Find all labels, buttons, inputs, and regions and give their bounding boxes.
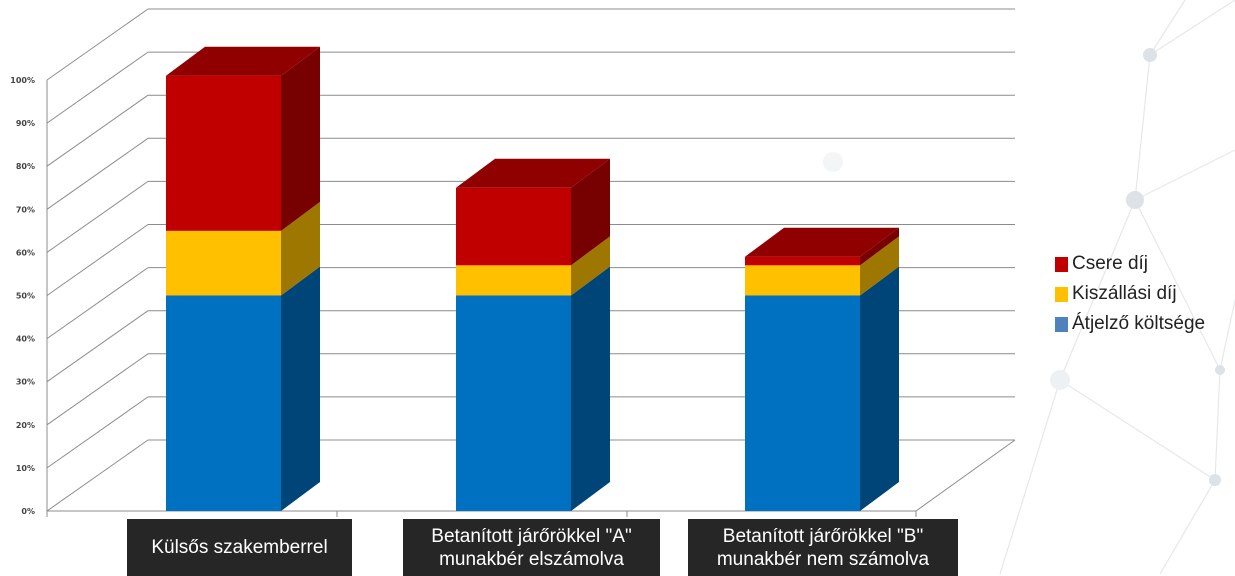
bar-segment-side: [281, 266, 320, 511]
side-wall-gridline: [46, 224, 149, 296]
side-wall-gridline: [46, 8, 149, 81]
side-wall-gridline: [46, 396, 149, 469]
legend-label-csere: Csere díj: [1072, 253, 1149, 274]
chart-legend: Csere díj Kiszállási díj Átjelző költség…: [1055, 249, 1205, 339]
category-label-1: Betanított járőrökkel "A" munakbér elszá…: [403, 519, 660, 576]
floor-right-edge: [915, 439, 1016, 512]
bar-segment-front: [166, 75, 281, 231]
bar-segment-front: [166, 230, 281, 296]
y-tick-label: 20%: [16, 421, 35, 430]
category-label-0: Külsős szakemberrel: [127, 519, 352, 576]
side-wall-gridline: [46, 353, 149, 426]
y-tick-label: 30%: [16, 378, 35, 387]
legend-swatch-csere: [1055, 256, 1068, 272]
side-wall-gridline: [46, 137, 149, 210]
y-tick-label: 10%: [16, 464, 35, 473]
bar-segment-side: [281, 46, 320, 231]
bar-segment-front: [745, 256, 860, 266]
legend-item-csere: Csere díj: [1055, 249, 1205, 279]
legend-swatch-atjelzo: [1055, 316, 1068, 332]
bar-segment-top: [166, 46, 320, 76]
bar-segment-front: [456, 295, 571, 511]
side-wall-gridline: [46, 51, 149, 124]
bar-segment-side: [860, 266, 899, 511]
y-tick-label: 80%: [16, 162, 35, 171]
bar-segment-front: [456, 187, 571, 266]
y-tick-label: 40%: [16, 335, 35, 344]
bar-segment-side: [571, 266, 610, 511]
side-wall-gridline: [46, 439, 149, 512]
bar-segment-side: [860, 227, 899, 266]
bar-segment-side: [281, 201, 320, 296]
category-label-2: Betanított járőrökkel "B" munakbér nem s…: [688, 519, 958, 576]
y-tick-label: 70%: [16, 205, 35, 214]
bar-segment-side: [571, 158, 610, 266]
bar-segment-top: [456, 158, 610, 188]
y-tick-label: 60%: [16, 248, 35, 257]
bar-segment-side: [571, 236, 610, 296]
y-tick-label: 90%: [16, 119, 35, 128]
bar-segment-top: [745, 227, 899, 257]
side-wall-gridline: [46, 94, 149, 167]
bar-segment-front: [745, 295, 860, 511]
legend-item-kiszallasi: Kiszállási díj: [1055, 279, 1205, 309]
bar-segment-front: [745, 265, 860, 296]
y-tick-label: 100%: [10, 76, 35, 85]
legend-swatch-kiszallasi: [1055, 286, 1068, 302]
legend-label-kiszallasi: Kiszállási díj: [1072, 283, 1177, 304]
side-wall-gridline: [46, 267, 149, 340]
bar-segment-side: [860, 236, 899, 296]
y-tick-label: 0%: [21, 507, 35, 516]
legend-label-atjelzo: Átjelző költsége: [1072, 313, 1206, 334]
legend-item-atjelzo: Átjelző költsége: [1055, 309, 1205, 339]
bar-segment-front: [166, 295, 281, 511]
side-wall-gridline: [46, 180, 149, 253]
side-wall-gridline: [46, 310, 149, 383]
bar-segment-front: [456, 265, 571, 296]
y-tick-label: 50%: [16, 292, 35, 301]
